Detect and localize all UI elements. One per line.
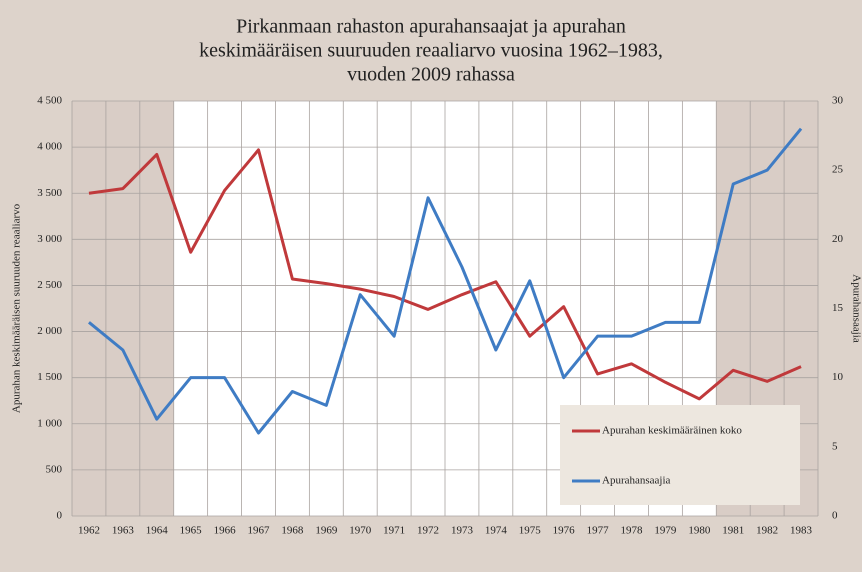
x-tick-label: 1983 bbox=[790, 525, 813, 537]
x-tick-label: 1972 bbox=[417, 525, 439, 537]
x-tick-label: 1976 bbox=[553, 525, 576, 537]
x-tick-label: 1971 bbox=[383, 525, 405, 537]
y-tick-label: 0 bbox=[57, 510, 63, 522]
x-tick-label: 1964 bbox=[146, 525, 169, 537]
chart: Pirkanmaan rahaston apurahansaajat ja ap… bbox=[0, 0, 862, 572]
y-tick-label: 3 500 bbox=[37, 187, 62, 199]
x-tick-label: 1979 bbox=[654, 525, 677, 537]
x-tick-label: 1967 bbox=[248, 525, 271, 537]
x-tick-label: 1969 bbox=[315, 525, 338, 537]
y2-axis-label: Apurahansaajia bbox=[850, 274, 862, 343]
x-tick-label: 1968 bbox=[281, 525, 304, 537]
y2-tick-label: 5 bbox=[832, 440, 838, 452]
x-tick-label: 1962 bbox=[78, 525, 100, 537]
page: Pirkanmaan rahaston apurahansaajat ja ap… bbox=[0, 0, 862, 572]
y2-tick-label: 15 bbox=[832, 302, 844, 314]
y2-tick-label: 30 bbox=[832, 95, 844, 107]
y2-tick-label: 25 bbox=[832, 164, 844, 176]
y-tick-label: 4 000 bbox=[37, 141, 62, 153]
y-tick-label: 2 500 bbox=[37, 279, 62, 291]
y2-tick-label: 0 bbox=[832, 510, 838, 522]
x-tick-label: 1977 bbox=[587, 525, 610, 537]
chart-title: keskimääräisen suuruuden reaaliarvo vuos… bbox=[199, 40, 663, 62]
y-tick-label: 500 bbox=[46, 463, 63, 475]
x-tick-label: 1963 bbox=[112, 525, 135, 537]
x-tick-label: 1975 bbox=[519, 525, 542, 537]
x-tick-label: 1982 bbox=[756, 525, 778, 537]
y-axis-label: Apurahan keskimääräisen suuruuden reaali… bbox=[11, 203, 23, 413]
legend-label: Apurahansaajia bbox=[602, 475, 671, 487]
x-tick-label: 1966 bbox=[214, 525, 237, 537]
y-tick-label: 1 000 bbox=[37, 417, 62, 429]
x-tick-label: 1973 bbox=[451, 525, 474, 537]
y2-tick-label: 20 bbox=[832, 233, 844, 245]
x-tick-label: 1980 bbox=[688, 525, 711, 537]
legend-label: Apurahan keskimääräinen koko bbox=[602, 425, 742, 437]
y-tick-label: 1 500 bbox=[37, 371, 62, 383]
y-tick-label: 3 000 bbox=[37, 233, 62, 245]
chart-title: Pirkanmaan rahaston apurahansaajat ja ap… bbox=[236, 16, 626, 38]
y2-tick-label: 10 bbox=[832, 371, 844, 383]
y-tick-label: 2 000 bbox=[37, 325, 62, 337]
x-tick-label: 1970 bbox=[349, 525, 372, 537]
y-tick-label: 4 500 bbox=[37, 95, 62, 107]
x-tick-label: 1978 bbox=[621, 525, 644, 537]
x-tick-label: 1974 bbox=[485, 525, 508, 537]
chart-title: vuoden 2009 rahassa bbox=[347, 64, 515, 86]
x-tick-label: 1965 bbox=[180, 525, 203, 537]
legend bbox=[560, 405, 800, 505]
x-tick-label: 1981 bbox=[722, 525, 744, 537]
